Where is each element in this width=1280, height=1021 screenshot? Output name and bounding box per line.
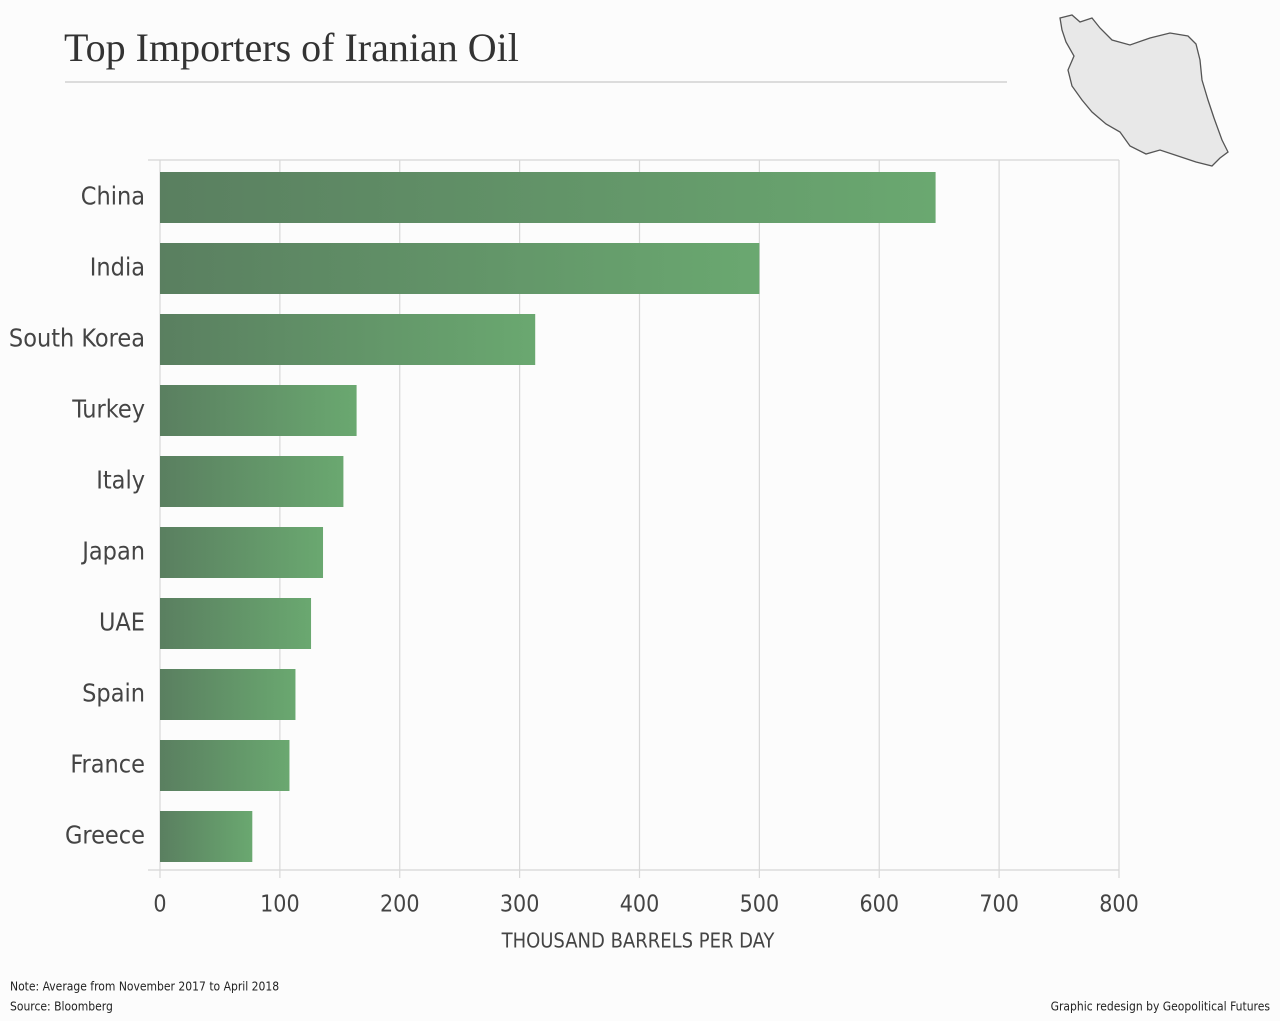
bar [160, 314, 536, 365]
bar [160, 740, 290, 791]
bar [160, 527, 324, 578]
x-tick-label: 400 [620, 892, 660, 918]
bar [160, 598, 312, 649]
x-tick-label: 600 [860, 892, 900, 918]
x-tick-label: 0 [153, 892, 166, 918]
y-tick-label: Spain [82, 679, 145, 708]
bar [160, 172, 936, 223]
bar [160, 669, 296, 720]
x-tick-label: 700 [979, 892, 1019, 918]
x-tick-label: 200 [380, 892, 420, 918]
y-tick-label: South Korea [9, 324, 145, 353]
bar [160, 811, 253, 862]
chart-title: Top Importers of Iranian Oil [64, 25, 519, 70]
y-tick-label: China [81, 182, 145, 211]
x-tick-label: 300 [500, 892, 540, 918]
y-tick-label: France [70, 750, 145, 779]
iran-map [1059, 14, 1229, 167]
x-tick-label: 100 [260, 892, 300, 918]
source: Source: Bloomberg [10, 1000, 113, 1014]
y-tick-label: Greece [65, 821, 145, 850]
y-tick-label: Italy [96, 466, 145, 495]
x-tick-label: 800 [1099, 892, 1139, 918]
credit: Graphic redesign by Geopolitical Futures [1051, 1000, 1271, 1014]
x-tick-label: 500 [740, 892, 780, 918]
note: Note: Average from November 2017 to Apri… [10, 980, 279, 994]
bar [160, 456, 344, 507]
x-axis-label: THOUSAND BARRELS PER DAY [501, 929, 776, 953]
y-tick-label: UAE [99, 608, 145, 637]
bar [160, 243, 760, 294]
y-tick-label: India [90, 253, 145, 282]
y-tick-label: Japan [80, 537, 145, 566]
y-tick-label: Turkey [71, 395, 145, 424]
bar [160, 385, 357, 436]
